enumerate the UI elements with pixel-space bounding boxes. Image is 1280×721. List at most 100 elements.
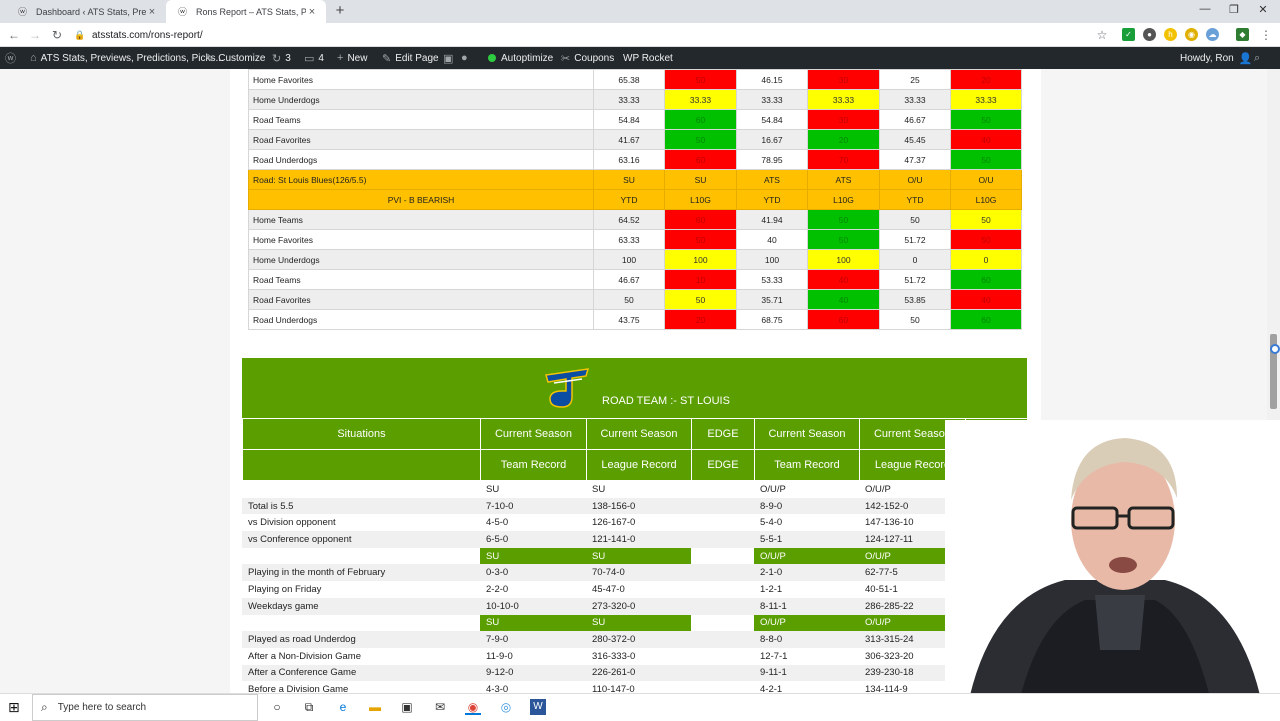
file-explorer-icon[interactable]: ▬ — [369, 700, 381, 714]
comment-icon: ▭ — [304, 52, 315, 65]
stats-value-cell: 20 — [950, 69, 1022, 90]
bookmark-star-icon[interactable]: ☆ — [1096, 28, 1108, 42]
tab-title: Rons Report – ATS Stats, Preview — [196, 6, 306, 17]
tab-dashboard[interactable]: ⓦ Dashboard ‹ ATS Stats, Previews × — [6, 0, 166, 23]
user-icon: 👤 — [1238, 52, 1253, 65]
wp-rocket-link[interactable]: WP Rocket — [623, 47, 673, 69]
stats-row-label: Road Teams — [248, 109, 594, 130]
howdy-label: Howdy, Ron — [1180, 52, 1234, 64]
road-team-header-cell: Team Record — [480, 449, 587, 481]
stats-header-cell: YTD — [593, 189, 665, 210]
situation-label — [242, 548, 480, 565]
updates-link[interactable]: ↻ 3 — [272, 47, 291, 69]
situation-value: O/U/P — [754, 614, 859, 632]
address-bar[interactable]: 🔒 atsstats.com/rons-report/ — [74, 26, 1114, 44]
st-louis-blues-logo-icon — [545, 368, 590, 408]
url-text: atsstats.com/rons-report/ — [92, 29, 203, 41]
extension-lightbulb-icon[interactable]: ◉ — [1185, 28, 1198, 41]
situation-label: vs Division opponent — [248, 517, 336, 529]
close-icon[interactable]: × — [148, 5, 156, 18]
situation-row: Played as road Underdog 7-9-0 280-372-0 8-8… — [242, 631, 1027, 648]
status-dot-icon[interactable]: ● — [461, 52, 468, 64]
cortana-icon[interactable]: ○ — [273, 700, 281, 714]
stats-value-cell: 51.72 — [879, 229, 951, 250]
extension-honey-icon[interactable]: h — [1164, 28, 1177, 41]
account-link[interactable]: Howdy, Ron 👤 — [1180, 47, 1256, 69]
autoptimize-link[interactable]: Autoptimize — [488, 47, 553, 69]
stats-value-cell: 25 — [879, 69, 951, 90]
home-icon: ⌂ — [30, 52, 37, 64]
extension-github-icon[interactable]: ● — [1143, 28, 1156, 41]
stats-header-cell: SU — [593, 169, 665, 190]
task-view-icon[interactable]: ⧉ — [304, 700, 314, 714]
reload-button[interactable]: ↻ — [51, 28, 63, 42]
new-tab-button[interactable]: + — [335, 2, 345, 19]
new-content-link[interactable]: + New — [337, 47, 367, 69]
refresh-icon: ↻ — [272, 52, 282, 65]
situation-value: 313-315-24 — [859, 631, 965, 648]
stats-value-cell: 60 — [807, 309, 880, 330]
coupons-link[interactable]: ✂ Coupons — [561, 47, 614, 69]
stats-value-cell: 46.15 — [736, 69, 808, 90]
stats-row: Road Underdogs 63.16 60 78.95 70 47.37 50 — [248, 149, 1022, 170]
yoast-icon[interactable]: ▣ — [443, 52, 454, 65]
taskbar-search-box[interactable]: ⌕ Type here to search — [32, 694, 258, 721]
word-icon[interactable]: W — [530, 699, 546, 715]
extension-cloud-icon[interactable]: ☁ — [1206, 28, 1219, 41]
situation-value — [691, 631, 754, 648]
stats-row-label: Home Teams — [248, 209, 594, 230]
page-viewport: Home Favorites 65.38 50 46.15 30 25 20 Home Und… — [0, 69, 1267, 693]
comments-link[interactable]: ▭ 4 — [304, 47, 324, 69]
wp-logo-icon[interactable]: ⓦ — [5, 53, 16, 65]
stats-row-label: Home Underdogs — [248, 249, 594, 270]
forward-button[interactable]: → — [29, 28, 41, 42]
situation-value: 286-285-22 — [859, 597, 965, 615]
situation-value: 138-156-0 — [586, 497, 691, 515]
stats-value-cell: 0 — [950, 249, 1022, 270]
situation-value: 142-152-0 — [859, 497, 965, 515]
stats-value-cell: 0 — [879, 249, 951, 270]
situation-value: 2-2-0 — [486, 583, 509, 595]
situation-value: 147-136-10 — [865, 517, 914, 529]
lock-icon: 🔒 — [74, 29, 86, 40]
search-icon[interactable]: ⌕ — [1254, 51, 1261, 64]
road-team-header-cell: EDGE — [691, 418, 755, 450]
situation-value: 12-7-1 — [760, 650, 788, 662]
edge-browser-icon[interactable]: e — [339, 700, 347, 714]
road-team-header-cell: Current Season — [480, 418, 587, 450]
stats-value-cell: 35.71 — [736, 289, 808, 310]
stats-value-cell: 100 — [736, 249, 808, 270]
situation-value: 239-230-18 — [859, 664, 965, 682]
windows-start-icon[interactable]: ⊞ — [8, 699, 20, 715]
tab-rons-report[interactable]: ⓦ Rons Report – ATS Stats, Preview × — [166, 0, 326, 23]
situation-value: 11-9-0 — [486, 650, 513, 662]
menu-kebab-icon[interactable]: ⋮ — [1260, 28, 1272, 42]
back-button[interactable]: ← — [8, 28, 20, 42]
minimize-button[interactable]: — — [1199, 3, 1211, 15]
situation-label: Playing in the month of February — [242, 564, 480, 582]
edit-page-label: Edit Page — [395, 52, 439, 64]
road-team-section: ROAD TEAM :- ST LOUIS Situations Current … — [242, 358, 1028, 693]
situation-value: 45-47-0 — [592, 583, 625, 595]
stats-header-cell: L10G — [950, 189, 1022, 210]
situation-value: 70-74-0 — [586, 564, 691, 582]
customize-link[interactable]: ✎ Customize — [205, 47, 265, 69]
app-icon[interactable]: ◎ — [500, 700, 512, 714]
close-icon[interactable]: × — [308, 5, 316, 18]
situation-value: 10-10-0 — [480, 597, 586, 615]
chrome-icon[interactable]: ◉ — [465, 699, 481, 715]
situation-value: 7-10-0 — [480, 497, 586, 515]
edit-page-link[interactable]: ✎ Edit Page — [382, 47, 439, 69]
profile-avatar-icon[interactable]: ◆ — [1236, 28, 1249, 41]
situation-value: 226-261-0 — [586, 664, 691, 682]
situation-value: 110-147-0 — [592, 684, 635, 693]
window-close-button[interactable]: ✕ — [1258, 4, 1268, 16]
extension-check-icon[interactable]: ✓ — [1122, 28, 1135, 41]
store-icon[interactable]: ▣ — [401, 700, 413, 714]
scrollbar-thumb[interactable] — [1270, 334, 1277, 409]
site-name-link[interactable]: ⌂ ATS Stats, Previews, Predictions, Pick… — [30, 47, 224, 69]
mail-icon[interactable]: ✉ — [434, 700, 446, 714]
situation-value: SU — [480, 614, 586, 632]
stats-value-cell: 64.52 — [593, 209, 665, 230]
maximize-button[interactable]: ❐ — [1229, 4, 1239, 16]
